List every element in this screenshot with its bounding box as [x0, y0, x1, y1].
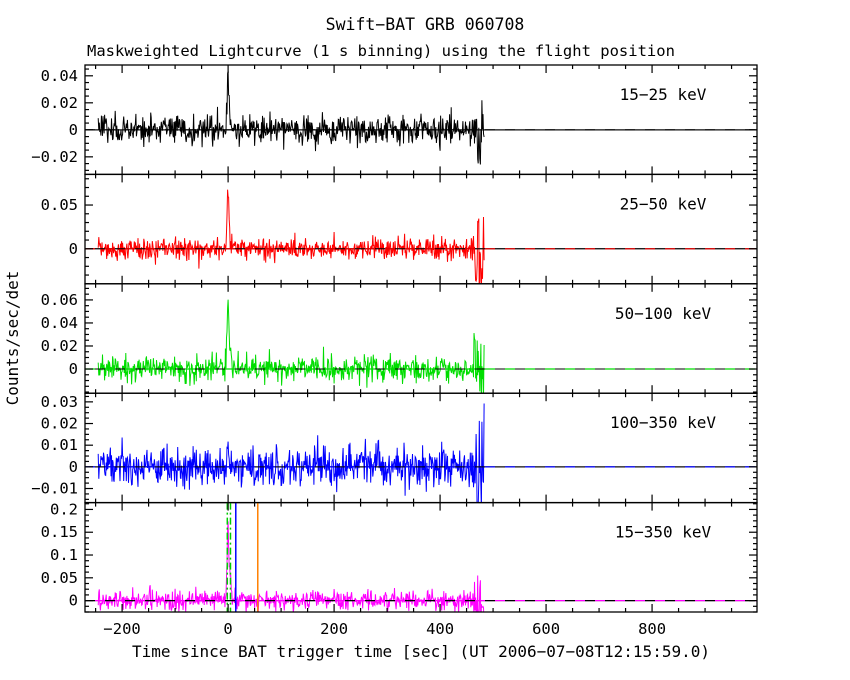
y-tick-label: 0 [69, 360, 78, 378]
plot-subtitle: Maskweighted Lightcurve (1 s binning) us… [87, 42, 675, 60]
y-tick-label: 0.02 [41, 94, 78, 112]
y-axis-label: Counts/sec/det [3, 271, 22, 406]
plot-title: Swift−BAT GRB 060708 [326, 15, 525, 34]
y-tick-label: 0.03 [41, 393, 78, 411]
y-tick-label: 0.15 [41, 523, 78, 541]
energy-band-label: 15−25 keV [620, 85, 707, 104]
series-line [97, 70, 485, 165]
y-tick-label: 0.06 [41, 291, 78, 309]
energy-band-label: 50−100 keV [615, 304, 712, 323]
energy-band-label: 15−350 keV [615, 523, 712, 542]
panel-1: −0.02 0 0.02 0.04 15−25 keV [31, 64, 758, 176]
energy-band-label: 100−350 keV [610, 413, 716, 432]
ticks [85, 502, 757, 613]
panel-frame [84, 392, 758, 504]
y-tick-label: −0.02 [31, 148, 78, 166]
y-tick-label: 0.02 [41, 415, 78, 433]
series-line [97, 189, 485, 284]
ticks [85, 283, 757, 394]
energy-band-label: 25−50 keV [620, 194, 707, 213]
y-tick-label: 0.05 [41, 569, 78, 587]
x-tick-label: 0 [223, 620, 232, 638]
y-tick-label: 0 [69, 458, 78, 476]
y-tick-label: 0 [69, 121, 78, 139]
y-tick-label: 0.05 [41, 196, 78, 214]
y-tick-label: 0.04 [41, 67, 78, 85]
y-tick-label: 0 [69, 592, 78, 610]
y-tick-label: 0.01 [41, 436, 78, 454]
panel-3: 0 0.02 0.04 0.06 50−100 keV [41, 283, 758, 394]
y-tick-label: 0.2 [50, 500, 78, 518]
x-axis-label: Time since BAT trigger time [sec] (UT 20… [132, 642, 710, 661]
y-tick-label: 0.1 [50, 546, 78, 564]
x-tick-label: 400 [426, 620, 454, 638]
y-tick-label: 0.04 [41, 314, 78, 332]
panel-frame [84, 501, 758, 613]
panel-4: −0.01 0 0.01 0.02 0.03 100−350 keV [31, 392, 758, 504]
series-line [97, 299, 485, 393]
x-tick-label: 600 [532, 620, 560, 638]
x-tick-label: 200 [320, 620, 348, 638]
y-tick-label: −0.01 [31, 480, 78, 498]
ticks [85, 174, 757, 285]
series-line [97, 521, 485, 612]
y-tick-label: 0.02 [41, 337, 78, 355]
x-tick-label: −200 [103, 620, 140, 638]
x-tick-label: 800 [638, 620, 666, 638]
panels-group: −0.02 0 0.02 0.04 15−25 keV 0 0.05 25−50 keV 0 0.… [31, 64, 758, 638]
y-tick-label: 0 [69, 240, 78, 258]
ticks [85, 393, 757, 503]
panel-2: 0 0.05 25−50 keV [41, 173, 758, 285]
panel-frame [84, 173, 758, 285]
panel-5: 0 0.05 0.1 0.15 0.2 15−350 keV [41, 500, 758, 613]
ticks [85, 65, 757, 175]
